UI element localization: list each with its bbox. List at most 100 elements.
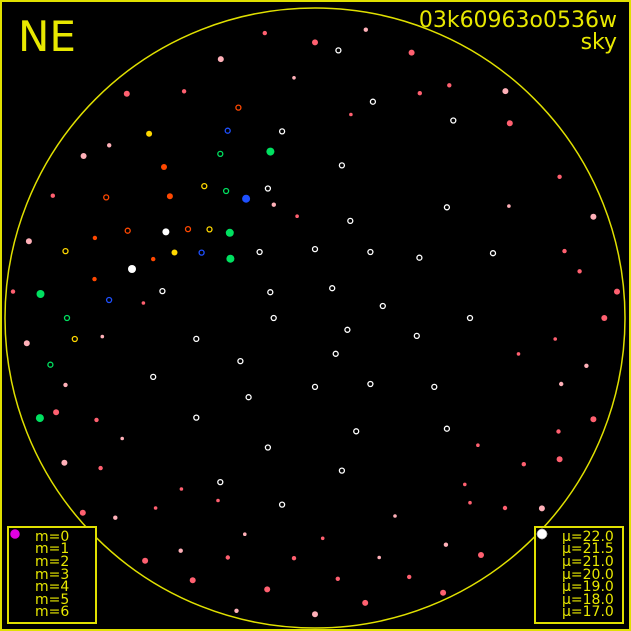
star-point xyxy=(179,487,184,491)
image-id: 03k60963o0536w xyxy=(418,8,617,33)
star-point xyxy=(226,254,235,263)
star-point xyxy=(417,91,422,96)
star-point xyxy=(416,254,423,261)
legend-m-label: m=4 xyxy=(35,579,70,596)
star-point xyxy=(478,552,484,558)
star-point xyxy=(312,611,318,618)
star-point xyxy=(225,555,230,560)
star-point xyxy=(217,478,224,486)
star-point xyxy=(443,425,451,432)
star-point xyxy=(151,256,156,262)
star-point xyxy=(516,352,521,356)
star-point xyxy=(10,289,16,294)
star-point xyxy=(146,130,153,137)
star-point xyxy=(311,383,319,391)
star-point xyxy=(270,314,277,322)
star-point xyxy=(443,542,449,547)
star-point xyxy=(538,505,545,512)
star-point xyxy=(242,194,251,203)
star-point xyxy=(590,416,597,423)
star-point xyxy=(217,150,224,158)
star-point xyxy=(36,290,45,298)
star-point xyxy=(506,120,513,127)
star-point xyxy=(243,532,247,536)
legend-mu-label: μ=18.0 xyxy=(562,591,614,608)
star-point xyxy=(590,213,597,220)
star-point xyxy=(556,429,561,434)
star-point xyxy=(245,394,252,401)
star-point xyxy=(107,143,112,148)
star-point xyxy=(264,185,272,192)
star-point xyxy=(198,249,205,256)
star-point xyxy=(113,515,118,520)
star-point xyxy=(363,27,368,32)
legend-mu-item: μ=17.0 xyxy=(536,528,616,619)
star-point xyxy=(379,302,386,310)
star-point xyxy=(450,117,457,124)
star-point xyxy=(53,409,60,416)
star-point xyxy=(224,127,231,134)
star-point xyxy=(166,193,173,200)
star-point xyxy=(181,89,187,94)
star-point xyxy=(264,444,272,451)
legend-m-label: m=0 xyxy=(35,528,70,545)
star-point xyxy=(347,217,354,225)
star-point xyxy=(222,187,230,195)
legend-magnitude: m=0 m=1 m=2 m=3 m=4 m=5 m=6 xyxy=(7,525,97,624)
star-point xyxy=(507,204,511,208)
star-point xyxy=(161,164,167,170)
star-point xyxy=(344,326,351,333)
star-point xyxy=(23,340,30,347)
star-point xyxy=(349,112,353,117)
subtitle: sky xyxy=(580,30,617,55)
star-point xyxy=(171,249,178,256)
star-point xyxy=(447,83,452,88)
star-point xyxy=(47,361,54,368)
star-point xyxy=(256,248,263,256)
star-point xyxy=(443,204,451,211)
star-point xyxy=(291,556,297,561)
star-point xyxy=(601,315,608,321)
star-point xyxy=(407,574,412,580)
star-point xyxy=(61,459,68,466)
legend-surface-brightness: μ=22.0 μ=21.5 μ=21.0 μ=20.0 μ=19.0 μ=18.0 μ=17… xyxy=(534,525,624,624)
star-point xyxy=(408,49,415,56)
star-point xyxy=(237,357,244,365)
star-point xyxy=(234,608,239,613)
legend-mu-label: μ=19.0 xyxy=(562,579,614,596)
legend-m-label: m=1 xyxy=(35,541,70,558)
star-point xyxy=(393,514,397,518)
legend-m-label: m=2 xyxy=(35,554,70,571)
star-point xyxy=(128,265,136,273)
star-point xyxy=(367,380,374,388)
legend-m-item: m=6 xyxy=(13,532,89,619)
star-point xyxy=(235,104,242,111)
star-point xyxy=(614,288,620,295)
star-point xyxy=(150,373,157,381)
star-point xyxy=(292,76,296,80)
star-point xyxy=(369,98,377,105)
star-point xyxy=(463,482,467,487)
star-point xyxy=(562,248,567,254)
star-point xyxy=(92,235,98,241)
title-block: 03k60963o0536w sky xyxy=(419,10,617,54)
star-point xyxy=(105,296,113,304)
star-point xyxy=(278,501,286,508)
star-point xyxy=(577,269,582,274)
star-point xyxy=(25,238,32,245)
star-point xyxy=(362,599,369,606)
star-point xyxy=(311,245,319,253)
star-point xyxy=(94,417,99,423)
star-point xyxy=(413,332,420,340)
legend-m-label: m=5 xyxy=(35,591,70,608)
star-point xyxy=(262,30,267,36)
star-point xyxy=(178,548,183,553)
star-point xyxy=(559,381,564,387)
star-point xyxy=(502,505,508,511)
star-point xyxy=(63,382,68,388)
legend-m-label: m=3 xyxy=(35,566,70,583)
star-point xyxy=(556,456,563,463)
star-point xyxy=(216,498,220,503)
